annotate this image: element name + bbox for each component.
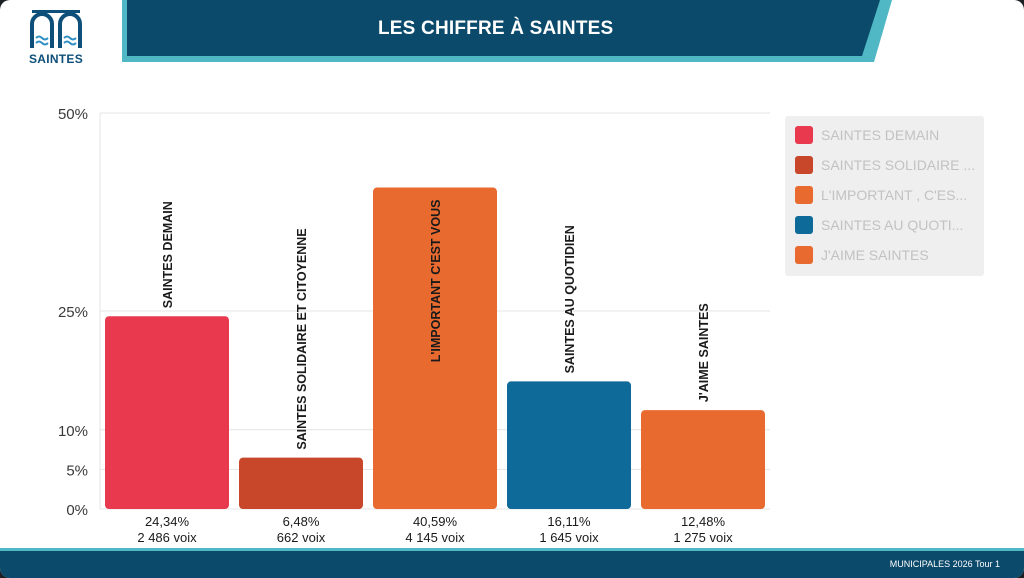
legend-label: L'IMPORTANT , C'ES... [821,187,968,203]
votes-label: 4 145 voix [405,530,465,545]
legend-swatch [795,156,813,174]
legend-label: J'AIME SAINTES [821,247,929,263]
footer-bar [0,548,1024,578]
category-label: SAINTES AU QUOTIDIEN [563,225,577,373]
percent-label: 24,34% [145,514,190,529]
legend-item: J'AIME SAINTES [795,245,929,265]
y-tick-label: 10% [58,423,88,440]
logo: SAINTES [22,8,90,70]
legend-swatch [795,216,813,234]
legend-swatch [795,246,813,264]
chart-labels: 0% 5% 10% 25% 50% SAINTES DEMAIN 24,34%2 486 v… [58,106,733,545]
bar [239,457,363,509]
votes-label: 1 645 voix [539,530,599,545]
bar [105,316,229,509]
category-label: SAINTES SOLIDAIRE ET CITOYENNE [295,228,309,449]
legend-label: SAINTES DEMAIN [821,127,940,143]
bar [507,381,631,509]
header-bar [127,0,880,56]
chart-legend: SAINTES DEMAIN SAINTES SOLIDAIRE ... L'IMP… [785,116,984,276]
bar [641,410,765,509]
percent-label: 40,59% [413,514,458,529]
legend-item: L'IMPORTANT , C'ES... [795,185,967,205]
chart-bars [105,187,765,509]
y-tick-label: 25% [58,304,88,321]
votes-label: 1 275 voix [673,530,733,545]
category-label: J'AIME SAINTES [697,303,711,402]
footer-text: MUNICIPALES 2026 Tour 1 [889,559,1000,569]
header-banner [122,0,892,62]
bar [373,187,497,509]
votes-label: 2 486 voix [137,530,197,545]
legend-swatch [795,186,813,204]
percent-label: 16,11% [547,514,591,529]
percent-label: 6,48% [283,514,320,529]
category-label: SAINTES DEMAIN [161,201,175,308]
page-title: LES CHIFFRE À SAINTES [378,18,614,39]
legend-item: SAINTES AU QUOTI... [795,215,963,235]
y-tick-label: 0% [66,502,88,519]
y-tick-label: 5% [66,462,88,479]
votes-label: 662 voix [277,530,326,545]
logo-text: SAINTES [28,52,84,66]
legend-item: SAINTES DEMAIN [795,125,939,145]
legend-label: SAINTES AU QUOTI... [821,217,964,233]
legend-item: SAINTES SOLIDAIRE ... [795,155,975,175]
legend-label: SAINTES SOLIDAIRE ... [821,157,976,173]
percent-label: 12,48% [681,514,726,529]
y-tick-label: 50% [58,106,88,123]
category-label: L'IMPORTANT C'EST VOUS [429,200,443,363]
logo-arches-icon [30,10,82,48]
legend-swatch [795,126,813,144]
